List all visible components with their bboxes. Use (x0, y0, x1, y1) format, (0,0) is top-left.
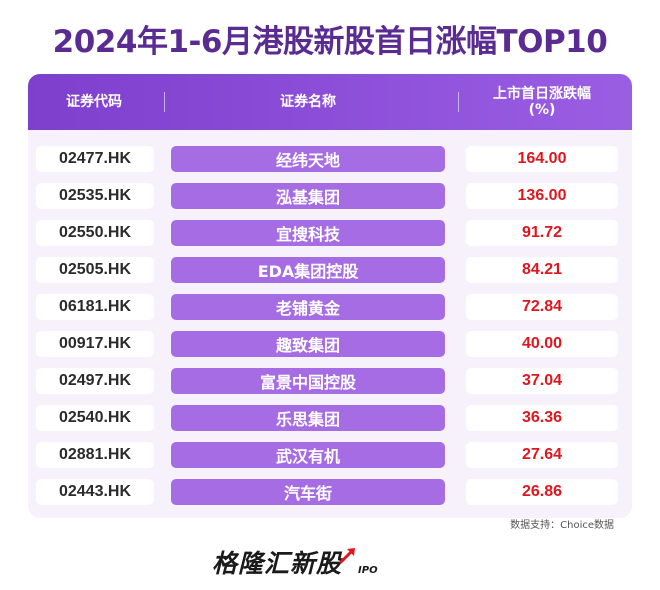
table-row: 02497.HK 富景中国控股 37.04 (28, 368, 632, 394)
first-day-change: 164.00 (466, 146, 618, 172)
stock-name: 泓基集团 (171, 183, 445, 209)
first-day-change: 27.64 (466, 442, 618, 468)
table-header: 证券代码 证券名称 上市首日涨跌幅 (%) (28, 74, 632, 130)
arrow-up-icon (339, 548, 356, 564)
first-day-change: 26.86 (466, 479, 618, 505)
first-day-change: 84.21 (466, 257, 618, 283)
ranking-table: 证券代码 证券名称 上市首日涨跌幅 (%) 02477.HK 经纬天地 164.00… (28, 74, 632, 518)
table-row: 02540.HK 乐思集团 36.36 (28, 405, 632, 431)
header-pct-label: 上市首日涨跌幅 (%) (493, 86, 591, 118)
first-day-change: 136.00 (466, 183, 618, 209)
stock-name: 汽车街 (171, 479, 445, 505)
stock-code: 00917.HK (36, 331, 154, 357)
brand-logo: 格隆汇新股 IPO (212, 540, 378, 580)
stock-code: 02540.HK (36, 405, 154, 431)
brand-name: 格隆汇新股 (212, 549, 343, 578)
first-day-change: 40.00 (466, 331, 618, 357)
stock-code: 02443.HK (36, 479, 154, 505)
brand-ipo: IPO (358, 565, 378, 576)
header-divider (164, 92, 165, 112)
table-row: 06181.HK 老铺黄金 72.84 (28, 294, 632, 320)
stock-name: 宜搜科技 (171, 220, 445, 246)
chart-title: 2024年1-6月港股新股首日涨幅TOP10 (52, 24, 608, 60)
header-code: 证券代码 (66, 94, 122, 110)
stock-name: 武汉有机 (171, 442, 445, 468)
stock-code: 02477.HK (36, 146, 154, 172)
stock-name: 趣致集团 (171, 331, 445, 357)
stock-code: 02881.HK (36, 442, 154, 468)
stock-name: 老铺黄金 (171, 294, 445, 320)
header-name: 证券名称 (280, 94, 336, 110)
table-row: 02535.HK 泓基集团 136.00 (28, 183, 632, 209)
stock-name: EDA集团控股 (171, 257, 445, 283)
table-row: 02443.HK 汽车街 26.86 (28, 479, 632, 505)
table-row: 02550.HK 宜搜科技 91.72 (28, 220, 632, 246)
first-day-change: 72.84 (466, 294, 618, 320)
table-row: 02477.HK 经纬天地 164.00 (28, 146, 632, 172)
stock-code: 02550.HK (36, 220, 154, 246)
stock-code: 02497.HK (36, 368, 154, 394)
stock-name: 经纬天地 (171, 146, 445, 172)
stock-name: 乐思集团 (171, 405, 445, 431)
first-day-change: 91.72 (466, 220, 618, 246)
stock-code: 06181.HK (36, 294, 154, 320)
first-day-change: 36.36 (466, 405, 618, 431)
header-pct: 上市首日涨跌幅 (%) (466, 74, 618, 130)
data-source: 数据支持：Choice数据 (510, 520, 614, 531)
stock-code: 02535.HK (36, 183, 154, 209)
first-day-change: 37.04 (466, 368, 618, 394)
table-row: 00917.HK 趣致集团 40.00 (28, 331, 632, 357)
stock-name: 富景中国控股 (171, 368, 445, 394)
table-row: 02881.HK 武汉有机 27.64 (28, 442, 632, 468)
header-divider (458, 92, 459, 112)
table-row: 02505.HK EDA集团控股 84.21 (28, 257, 632, 283)
stock-code: 02505.HK (36, 257, 154, 283)
